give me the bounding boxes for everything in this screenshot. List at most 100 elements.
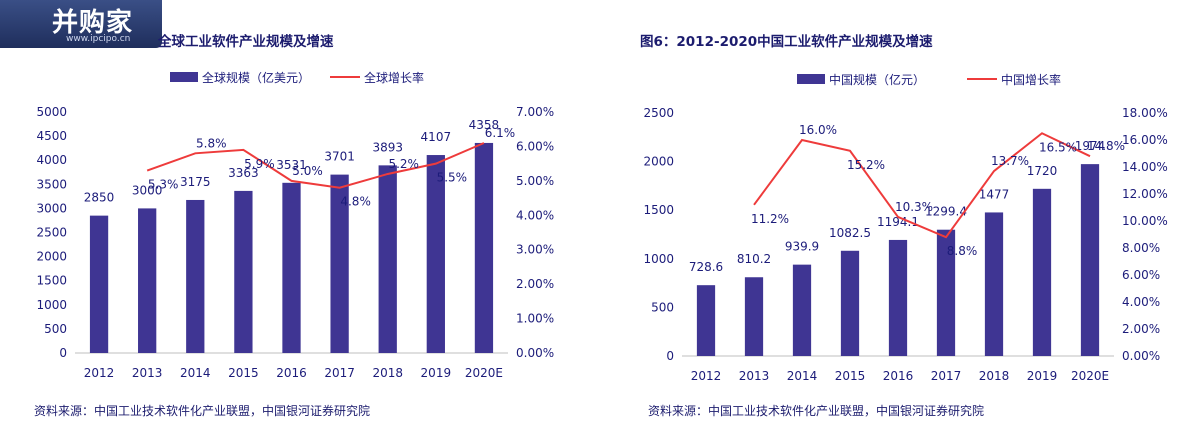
- bar: [984, 212, 1004, 356]
- x-tick-label: 2017: [324, 366, 355, 380]
- bar-value-label: 1720: [1027, 164, 1058, 178]
- y2-tick-label: 7.00%: [516, 105, 554, 119]
- y2-tick-label: 2.00%: [516, 277, 554, 291]
- chart-1-title: 全球工业软件产业规模及增速: [158, 34, 334, 50]
- x-tick-label: 2015: [228, 366, 259, 380]
- y-tick-label: 4500: [36, 129, 67, 143]
- bar: [474, 142, 494, 353]
- bar-value-label: 3000: [132, 183, 163, 197]
- line-value-label: 6.1%: [485, 126, 516, 140]
- x-tick-label: 2016: [883, 369, 914, 383]
- bar-value-label: 4107: [421, 130, 452, 144]
- line-value-label: 5.3%: [148, 178, 179, 192]
- bar-value-label: 810.2: [737, 252, 771, 266]
- y-tick-label: 0: [666, 349, 674, 363]
- bar: [1080, 164, 1100, 356]
- global-chart: 0 500 1000 1500 2000 2500 3000 3500 4000 4500 5000…: [36, 70, 554, 380]
- y-tick-label: 1000: [36, 298, 67, 312]
- x-tick-label: 2019: [421, 366, 452, 380]
- bar: [426, 155, 445, 353]
- y-tick-label: 1500: [643, 203, 674, 217]
- y-tick-label: 2000: [36, 250, 67, 264]
- bar-value-label: 3531: [276, 158, 307, 172]
- y2-tick-label: 12.00%: [1122, 187, 1168, 201]
- bar: [234, 190, 253, 353]
- y-tick-label: 1000: [643, 252, 674, 266]
- y2-tick-label: 0.00%: [1122, 349, 1160, 363]
- y-tick-label: 1500: [36, 274, 67, 288]
- y2-tick-label: 8.00%: [1122, 241, 1160, 255]
- x-tick-label: 2018: [372, 366, 403, 380]
- bar: [840, 250, 860, 356]
- bar: [378, 165, 397, 353]
- bar: [89, 215, 109, 353]
- bar-value-label: 3893: [372, 140, 403, 154]
- y2-tick-label: 14.00%: [1122, 160, 1168, 174]
- line-value-label: 16.0%: [799, 123, 837, 137]
- chart-2-source: 资料来源：中国工业技术软件化产业联盟，中国银河证券研究院: [648, 404, 985, 418]
- line-value-label: 5.9%: [244, 157, 275, 171]
- y-tick-label: 2000: [643, 155, 674, 169]
- line-value-label: 10.3%: [895, 200, 933, 214]
- x-tick-label: 2016: [276, 366, 307, 380]
- legend-bar-swatch: [170, 72, 198, 82]
- x-tick-label: 2017: [931, 369, 962, 383]
- y2-tick-label: 10.00%: [1122, 214, 1168, 228]
- legend-bar-label: 全球规模（亿美元）: [202, 70, 310, 85]
- logo: 并购家 www.ipcipo.cn: [0, 0, 162, 48]
- y2-tick-label: 2.00%: [1122, 322, 1160, 336]
- legend-line-label: 中国增长率: [1001, 72, 1061, 87]
- bar-value-label: 1194.1: [877, 215, 919, 229]
- bar-value-label: 1082.5: [829, 226, 871, 240]
- x-tick-label: 2012: [691, 369, 722, 383]
- line-value-label: 13.7%: [991, 154, 1029, 168]
- y-tick-label: 4000: [36, 153, 67, 167]
- y-tick-label: 5000: [36, 105, 67, 119]
- line-value-label: 5.2%: [388, 157, 419, 171]
- x-tick-label: 2018: [979, 369, 1010, 383]
- y-tick-label: 500: [651, 300, 674, 314]
- line-value-label: 5.5%: [437, 171, 468, 185]
- x-tick-label: 2013: [132, 366, 163, 380]
- chart-2-title: 图6：2012-2020中国工业软件产业规模及增速: [640, 34, 933, 50]
- line-value-label: 5.8%: [196, 136, 227, 150]
- bar: [888, 239, 908, 356]
- x-tick-label: 2020E: [465, 366, 503, 380]
- bar-value-label: 1974: [1075, 139, 1106, 153]
- chart-1-source: 资料来源：中国工业技术软件化产业联盟，中国银河证券研究院: [34, 404, 371, 418]
- y-tick-label: 3500: [36, 177, 67, 191]
- y2-tick-label: 0.00%: [516, 346, 554, 360]
- bar: [744, 277, 764, 356]
- line-value-label: 11.2%: [751, 212, 789, 226]
- bar-value-label: 2850: [84, 191, 115, 205]
- bar: [282, 182, 301, 353]
- y-tick-label: 500: [44, 322, 67, 336]
- bar: [792, 264, 812, 356]
- line-value-label: 15.2%: [847, 158, 885, 172]
- line-value-label: 14.8%: [1087, 139, 1125, 153]
- y2-tick-label: 1.00%: [516, 312, 554, 326]
- bar: [696, 285, 716, 356]
- growth-line: [753, 132, 1091, 239]
- bar-value-label: 1477: [979, 187, 1010, 201]
- legend-line-label: 全球增长率: [364, 70, 424, 85]
- legend-bar-swatch: [797, 74, 825, 84]
- x-tick-label: 2013: [739, 369, 770, 383]
- bar: [330, 174, 349, 353]
- y2-tick-label: 6.00%: [1122, 268, 1160, 282]
- bar: [936, 229, 956, 356]
- line-value-label: 4.8%: [340, 195, 371, 209]
- bar-value-label: 939.9: [785, 240, 819, 254]
- y2-tick-label: 18.00%: [1122, 106, 1168, 120]
- line-value-label: 5.0%: [292, 164, 323, 178]
- y-tick-label: 0: [59, 346, 67, 360]
- y2-tick-label: 3.00%: [516, 243, 554, 257]
- bar-value-label: 3363: [228, 166, 259, 180]
- x-tick-label: 2014: [787, 369, 818, 383]
- y2-tick-label: 16.00%: [1122, 133, 1168, 147]
- y-tick-label: 2500: [643, 106, 674, 120]
- y2-tick-label: 4.00%: [1122, 295, 1160, 309]
- x-tick-label: 2015: [835, 369, 866, 383]
- y2-tick-label: 5.00%: [516, 174, 554, 188]
- bar-value-label: 1299.4: [925, 205, 967, 219]
